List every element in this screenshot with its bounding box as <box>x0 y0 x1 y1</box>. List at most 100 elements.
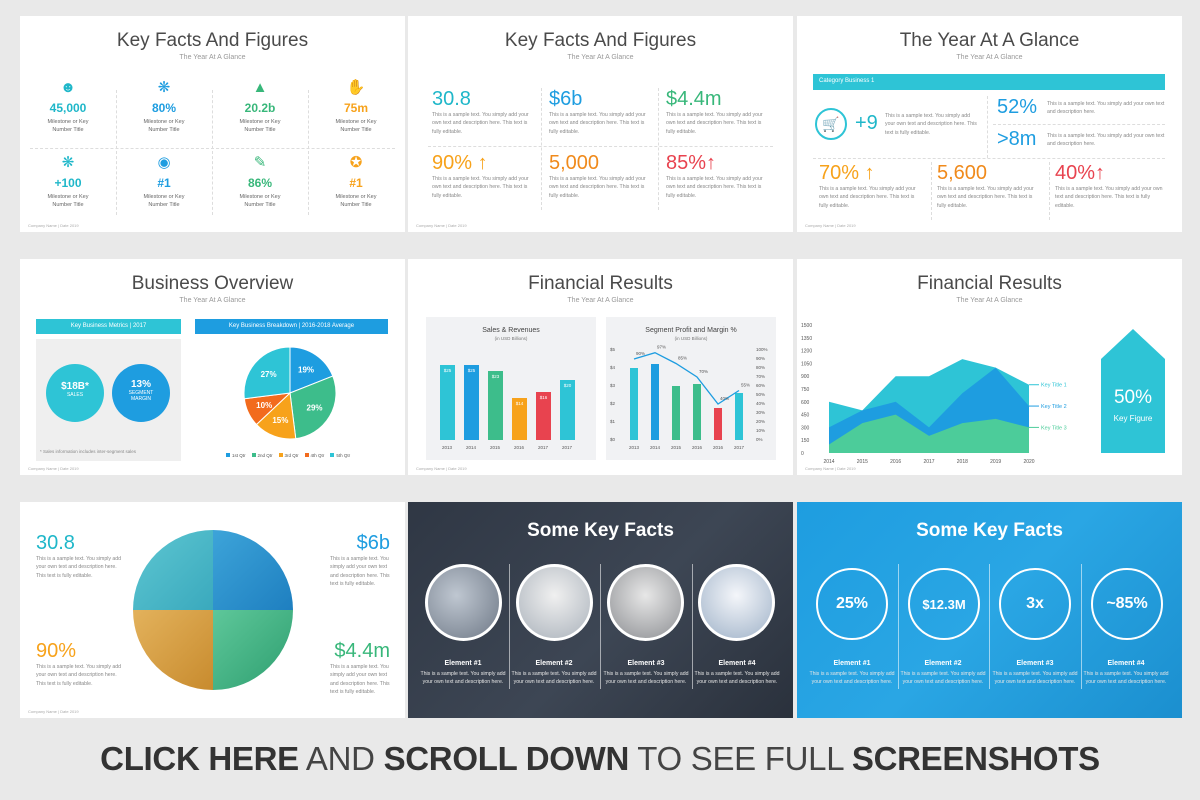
bar: $25 <box>464 365 479 440</box>
chart-legend: 1st Qtr 2nd Qtr 3rd Qtr 4th Qtr 5th Qtr <box>226 453 350 458</box>
slide-title: Some Key Facts <box>527 520 674 541</box>
x-tick-label: 2018 <box>957 459 968 465</box>
fact-block: 5,000 This is a sample text. You simply a… <box>549 152 646 199</box>
x-tick-label: 2017 <box>733 445 744 450</box>
category-header: Category Business 1 <box>813 74 1165 90</box>
fact-block: 90% ↑ This is a sample text. You simply a… <box>432 152 529 199</box>
slide-year-at-a-glance[interactable]: The Year At A Glance The Year At A Glanc… <box>797 16 1182 232</box>
key-fact-item: ✋ 75m Milestone or Key Number Title <box>312 79 400 135</box>
slide-business-overview[interactable]: Business Overview The Year At A Glance K… <box>20 259 405 475</box>
cart-icon: 🛒 <box>815 108 847 140</box>
y-tick-label: 600 <box>801 400 810 406</box>
bar: $20 <box>560 380 575 440</box>
x-tick-label: 2017 <box>537 445 548 450</box>
slide-footer: Company Name | Date 2019 <box>416 223 467 228</box>
slide-footer: Company Name | Date 2019 <box>805 223 856 228</box>
x-tick-label: 2016 <box>691 445 702 450</box>
main-value: +9 <box>855 112 878 134</box>
y-tick-label: 1350 <box>801 336 812 342</box>
slide-title: The Year At A Glance <box>899 30 1080 51</box>
pie-label: 29% <box>307 404 323 413</box>
sales-chart-card: Sales & Revenues (in USD Billions) $25 20… <box>426 317 596 460</box>
businesswoman-photo <box>607 564 684 641</box>
slide-subtitle: The Year At A Glance <box>567 297 634 304</box>
slide-subtitle: The Year At A Glance <box>956 54 1023 61</box>
line-label: 90% <box>636 351 645 356</box>
y-tick-label: $2 <box>610 401 616 406</box>
key-fact-item: ✪ #1 Milestone or Key Number Title <box>312 154 400 210</box>
bar <box>651 364 659 440</box>
y2-tick-label: 0% <box>756 437 763 442</box>
y-tick-label: 0 <box>801 451 804 457</box>
slide-key-facts-2[interactable]: Key Facts And Figures The Year At A Glan… <box>408 16 793 232</box>
x-tick-label: 2014 <box>823 459 834 465</box>
slide-some-key-facts-blue[interactable]: Some Key Facts 25% $12.3M 3x ~85% Elemen… <box>797 502 1182 718</box>
y2-tick-label: 20% <box>756 419 766 424</box>
slide-title: Financial Results <box>917 273 1062 294</box>
x-tick-label: 2015 <box>489 445 500 450</box>
x-tick-label: 2016 <box>890 459 901 465</box>
legend-item: 2nd Qtr <box>251 453 273 458</box>
pie-label: 10% <box>256 401 272 410</box>
series-label: Key Title 3 <box>1041 425 1067 431</box>
legend-item: 3rd Qtr <box>278 453 299 458</box>
x-tick-label: 2020 <box>1023 459 1034 465</box>
key-fact-item: ☻ 45,000 Milestone or Key Number Title <box>24 79 112 135</box>
x-tick-label: 2013 <box>628 445 639 450</box>
y2-tick-label: 100% <box>756 347 768 352</box>
slide-title: Key Facts And Figures <box>116 30 309 51</box>
line-label: 40% <box>720 396 729 401</box>
fact-block: $4.4m This is a sample text. You simply a… <box>666 88 763 135</box>
growth-chart-icon: ▲ <box>252 79 268 96</box>
y2-tick-label: 90% <box>756 356 766 361</box>
x-tick-label: 2016 <box>712 445 723 450</box>
slide-title: Key Facts And Figures <box>504 30 697 51</box>
y-tick-label: 1200 <box>801 349 812 355</box>
y-tick-label: 300 <box>801 425 810 431</box>
line-label: 55% <box>741 383 750 388</box>
slide-photo-circle[interactable]: 30.8 This is a sample text. You simply ad… <box>20 502 405 718</box>
slide-title: Some Key Facts <box>916 520 1063 541</box>
scroll-banner-link[interactable]: CLICK HERE AND SCROLL DOWN TO SEE FULL S… <box>100 740 1100 777</box>
brain-icon: ❋ <box>157 79 171 96</box>
network-icon: ❋ <box>61 154 75 171</box>
pie-label: 27% <box>261 370 277 379</box>
slide-financial-results-2[interactable]: Financial Results The Year At A Glance 0… <box>797 259 1182 475</box>
y-tick-label: $4 <box>610 365 616 370</box>
y-tick-label: $0 <box>610 437 616 442</box>
stat-ring: 3x <box>999 568 1071 640</box>
slide-financial-results-1[interactable]: Financial Results The Year At A Glance S… <box>408 259 793 475</box>
pie-label: 19% <box>298 365 314 374</box>
x-tick-label: 2014 <box>649 445 660 450</box>
key-fact-item: ◉ #1 Milestone or Key Number Title <box>120 154 208 210</box>
handshake-icon: ✋ <box>346 79 366 96</box>
bar: $25 <box>440 365 455 440</box>
line-label: 85% <box>678 356 687 361</box>
metric-circle: $18B* SALES <box>46 364 104 422</box>
y2-tick-label: 50% <box>756 392 766 397</box>
key-figure-arrow <box>1101 329 1165 453</box>
slide-some-key-facts-dark[interactable]: Some Key Facts Element #1 Element #2 Ele… <box>408 502 793 718</box>
y-tick-label: 150 <box>801 438 810 444</box>
x-tick-label: 2015 <box>670 445 681 450</box>
bar <box>714 407 722 440</box>
people-icon: ☻ <box>60 79 76 96</box>
x-tick-label: 2015 <box>857 459 868 465</box>
area-series <box>829 414 1029 453</box>
document-pen-icon: ✎ <box>253 154 267 171</box>
pie-slice <box>289 346 334 394</box>
slide-title: Financial Results <box>528 273 673 294</box>
slide-footer: Company Name | Date 2019 <box>28 466 79 471</box>
legend-item: 1st Qtr <box>226 453 246 458</box>
y-tick-label: $3 <box>610 383 616 388</box>
bar: $14 <box>512 398 527 440</box>
y2-tick-label: 10% <box>756 428 766 433</box>
slide-key-facts-1[interactable]: Key Facts And Figures The Year At A Glan… <box>20 16 405 232</box>
x-tick-label: 2017 <box>923 459 934 465</box>
pie-slice <box>289 375 337 440</box>
line-label: 97% <box>657 345 666 350</box>
slide-footer: Company Name | Date 2019 <box>28 709 79 714</box>
globe-icon: ◉ <box>157 154 171 171</box>
x-tick-label: 2017 <box>561 445 572 450</box>
y-tick-label: $1 <box>610 419 616 424</box>
